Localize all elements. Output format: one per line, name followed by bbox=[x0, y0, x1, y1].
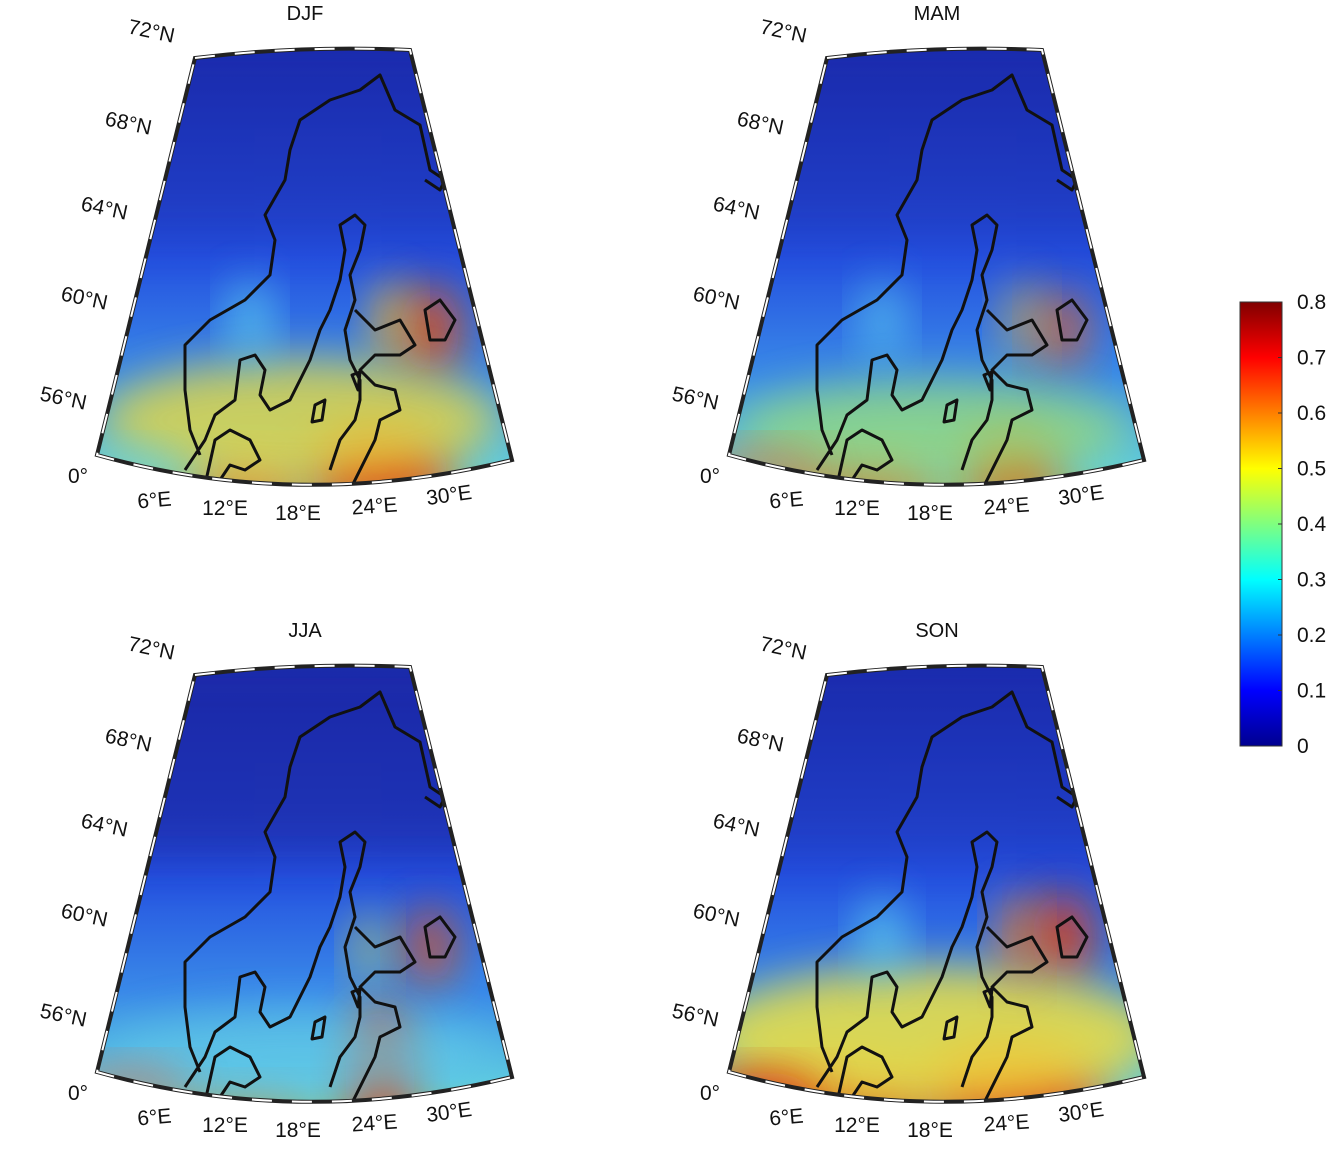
colorbar-label: 0.7 bbox=[1297, 347, 1326, 370]
coastline bbox=[183, 690, 457, 1102]
lat-label: 68°N bbox=[103, 108, 154, 140]
field-blob bbox=[352, 912, 388, 982]
lon-label: 6°E bbox=[136, 488, 172, 514]
field-blob bbox=[405, 907, 455, 987]
lat-label: 72°N bbox=[126, 16, 177, 48]
lat-label: 72°N bbox=[126, 633, 177, 665]
panel-title: JJA bbox=[288, 620, 322, 642]
field-blob bbox=[100, 1012, 500, 1102]
lat-label: 56°N bbox=[670, 383, 721, 415]
lat-label: 56°N bbox=[38, 1000, 89, 1032]
lon-label: 24°E bbox=[983, 1110, 1030, 1136]
lon-label: 18°E bbox=[907, 1119, 953, 1142]
field-blob bbox=[1037, 290, 1087, 370]
field-blob bbox=[370, 280, 410, 360]
lon-label: 12°E bbox=[834, 497, 880, 520]
lat-label: 60°N bbox=[59, 900, 110, 932]
lat-label: 0° bbox=[700, 1082, 720, 1105]
panel-title: MAM bbox=[914, 3, 961, 25]
map-panel: MAM 72°N 68°N 64°N 60°N 56°N 0° 6°E 12°E 18°E 24°E… bbox=[670, 3, 1147, 525]
lat-label: 64°N bbox=[79, 193, 130, 225]
panel-title: SON bbox=[915, 620, 958, 642]
lat-label: 64°N bbox=[711, 810, 762, 842]
coastline bbox=[815, 690, 1089, 1102]
coastline bbox=[815, 73, 1089, 485]
lat-label: 72°N bbox=[758, 16, 809, 48]
lat-label: 0° bbox=[68, 1082, 88, 1105]
field-blob bbox=[1032, 892, 1092, 982]
colorbar-label: 0.5 bbox=[1297, 458, 1326, 481]
map-frame-dash bbox=[727, 664, 1146, 1103]
lon-label: 24°E bbox=[351, 1110, 398, 1136]
lat-label: 64°N bbox=[711, 193, 762, 225]
map-frame-dash bbox=[95, 47, 514, 486]
lon-label: 30°E bbox=[425, 481, 474, 510]
colorbar-label: 0.1 bbox=[1297, 680, 1326, 703]
lat-label: 64°N bbox=[79, 810, 130, 842]
field-top bbox=[729, 48, 1144, 240]
lat-label: 72°N bbox=[758, 633, 809, 665]
colorbar bbox=[1239, 301, 1283, 747]
lon-label: 12°E bbox=[202, 497, 248, 520]
map-frame-dash bbox=[727, 47, 1146, 486]
colorbar-label: 0 bbox=[1297, 735, 1309, 758]
colorbar-label: 0.6 bbox=[1297, 402, 1326, 425]
lon-label: 30°E bbox=[1057, 1098, 1106, 1127]
lon-label: 18°E bbox=[907, 502, 953, 525]
field-top bbox=[729, 665, 1144, 857]
lat-label: 60°N bbox=[691, 283, 742, 315]
coastline bbox=[183, 73, 457, 485]
lat-label: 68°N bbox=[735, 108, 786, 140]
colorbar-label: 0.3 bbox=[1297, 569, 1326, 592]
lon-label: 24°E bbox=[983, 493, 1030, 519]
lon-label: 24°E bbox=[351, 493, 398, 519]
field bbox=[97, 48, 512, 485]
map-panel: JJA 72°N 68°N 64°N 60°N 56°N 0° 6°E 12°E 18°E 24°E… bbox=[38, 620, 515, 1142]
lat-label: 60°N bbox=[59, 283, 110, 315]
lon-label: 6°E bbox=[768, 1105, 804, 1131]
map-panel: SON 72°N 68°N 64°N 60°N 56°N 0° 6°E 12°E 18°E 24°E… bbox=[670, 620, 1147, 1142]
lon-label: 18°E bbox=[275, 502, 321, 525]
map-panel: DJF 72°N 68°N 64°N 60°N 56°N 0° 6°E 12°E 18°E 24°E… bbox=[38, 3, 515, 525]
lat-label: 56°N bbox=[38, 383, 89, 415]
colorbar-label: 0.2 bbox=[1297, 624, 1326, 647]
field bbox=[729, 48, 1144, 485]
field-blob bbox=[997, 892, 1037, 982]
lon-label: 18°E bbox=[275, 1119, 321, 1142]
colorbar-label: 0.4 bbox=[1297, 513, 1327, 536]
lon-label: 12°E bbox=[834, 1114, 880, 1137]
field-blob bbox=[230, 280, 270, 360]
lat-label: 68°N bbox=[735, 725, 786, 757]
field-top bbox=[97, 48, 512, 240]
lat-label: 0° bbox=[700, 465, 720, 488]
lon-label: 12°E bbox=[202, 1114, 248, 1137]
lat-label: 56°N bbox=[670, 1000, 721, 1032]
field-top bbox=[97, 665, 512, 857]
map-frame-dash bbox=[95, 664, 514, 1103]
lat-label: 60°N bbox=[691, 900, 742, 932]
lon-label: 6°E bbox=[768, 488, 804, 514]
colorbar-label: 0.8 bbox=[1297, 291, 1326, 314]
panel-title: DJF bbox=[287, 3, 324, 25]
field-blob bbox=[1002, 280, 1042, 360]
field-blob bbox=[862, 280, 902, 360]
lon-label: 6°E bbox=[136, 1105, 172, 1131]
lon-label: 30°E bbox=[1057, 481, 1106, 510]
lat-label: 0° bbox=[68, 465, 88, 488]
lat-label: 68°N bbox=[103, 725, 154, 757]
lon-label: 30°E bbox=[425, 1098, 474, 1127]
field-blob bbox=[860, 897, 904, 977]
